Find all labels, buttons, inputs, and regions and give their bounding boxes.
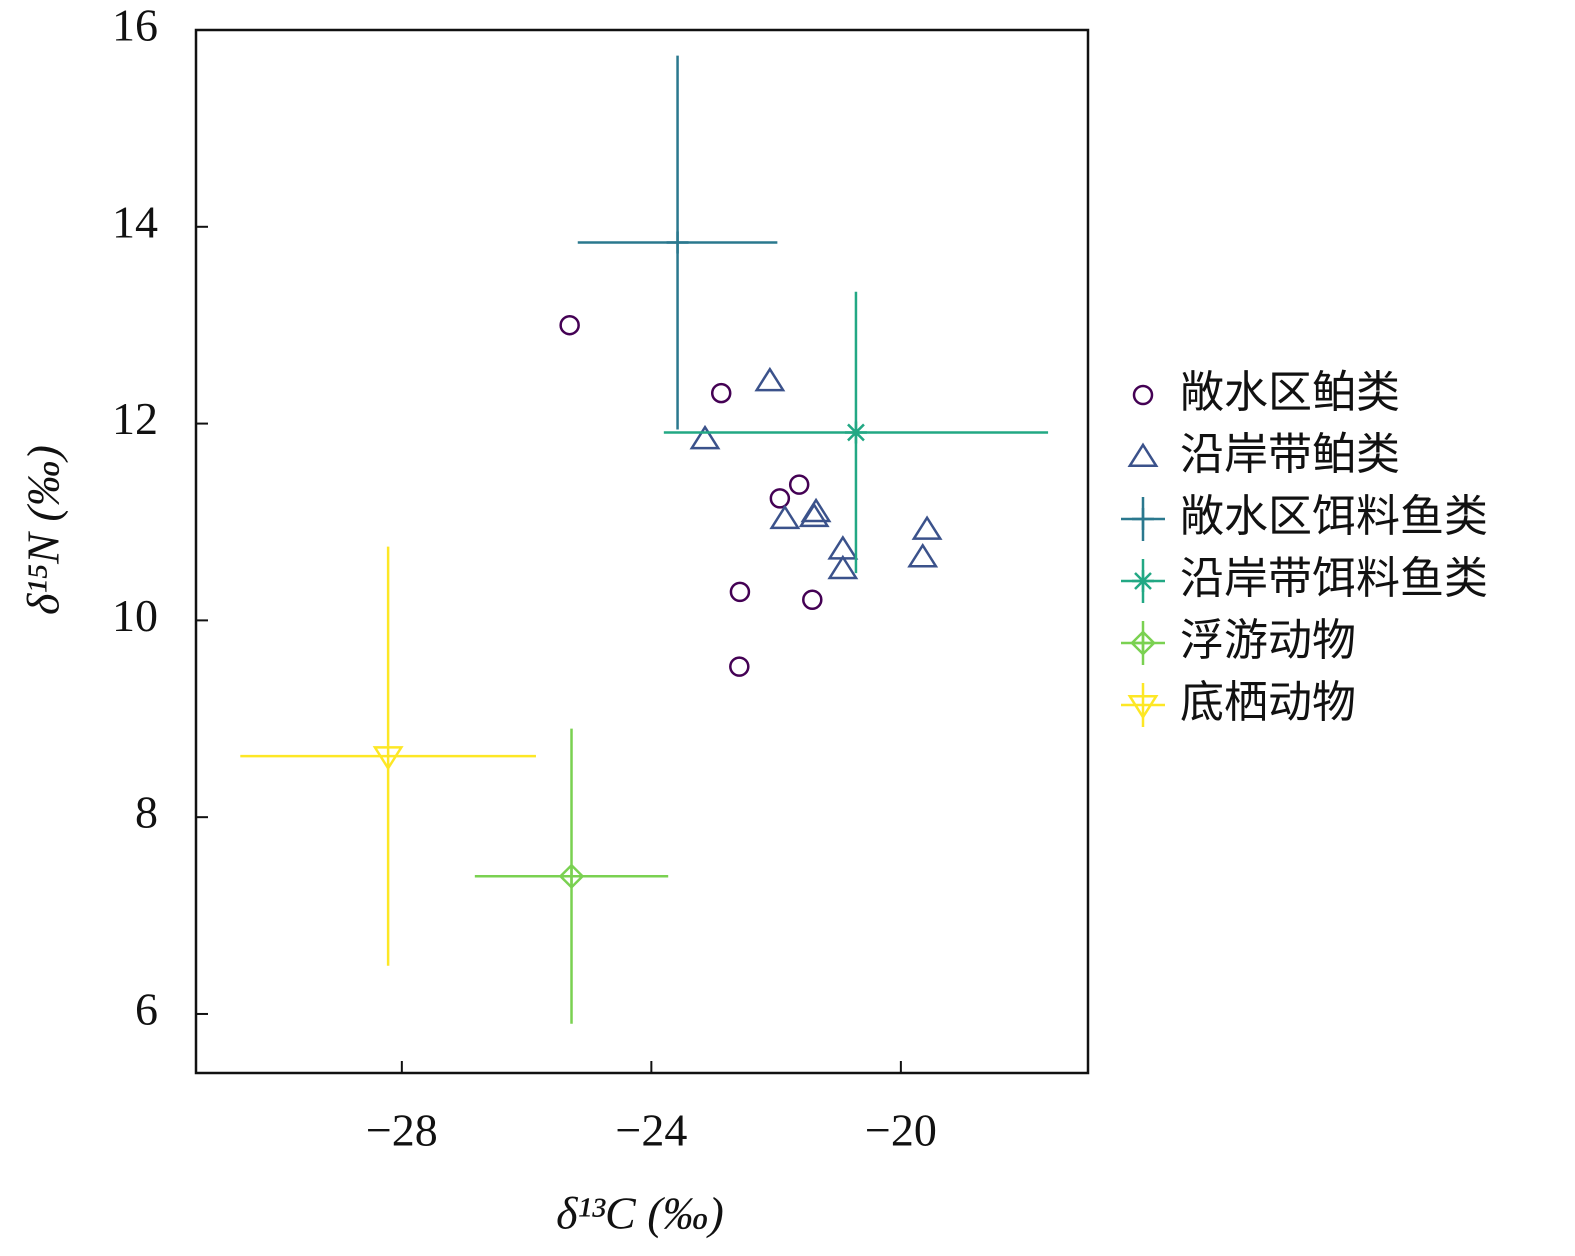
legend-label: 敞水区饵料鱼类 xyxy=(1180,491,1488,542)
x-tick-label: −20 xyxy=(865,1105,937,1156)
legend-label: 浮游动物 xyxy=(1180,615,1356,666)
y-axis-label: δ¹⁵N (‰) xyxy=(18,445,69,615)
legend-marker xyxy=(1127,694,1159,720)
marker xyxy=(769,488,791,509)
marker xyxy=(559,314,580,336)
y-tick-label: 16 xyxy=(112,0,158,51)
marker xyxy=(911,515,943,540)
legend-marker xyxy=(1132,570,1154,592)
marker xyxy=(802,589,823,610)
legend-label: 敞水区鲌类 xyxy=(1180,367,1400,418)
marker xyxy=(710,382,732,404)
legend-label: 底栖动物 xyxy=(1180,677,1356,728)
marker xyxy=(844,421,867,444)
y-tick-label: 14 xyxy=(112,196,158,247)
legend-label: 沿岸带饵料鱼类 xyxy=(1180,553,1488,604)
y-tick-label: 8 xyxy=(135,787,158,838)
legend-label: 沿岸带鲌类 xyxy=(1180,429,1400,480)
x-tick-label: −28 xyxy=(366,1105,438,1156)
y-tick-label: 12 xyxy=(112,393,158,444)
marker xyxy=(666,231,689,254)
legend-marker xyxy=(1132,384,1154,406)
y-tick-label: 10 xyxy=(112,590,158,641)
marker xyxy=(907,542,939,568)
x-axis-label: δ¹³C (‰) xyxy=(556,1188,724,1239)
marker xyxy=(769,504,801,530)
marker xyxy=(729,656,750,677)
marker xyxy=(689,424,721,450)
x-tick-label: −24 xyxy=(615,1105,687,1156)
marker xyxy=(558,863,585,889)
legend-marker xyxy=(1132,508,1154,530)
legend-marker xyxy=(1127,442,1159,468)
marker xyxy=(798,502,830,528)
marker xyxy=(372,746,404,771)
legend-marker xyxy=(1130,630,1156,656)
y-tick-label: 6 xyxy=(135,984,158,1035)
marker xyxy=(729,581,751,603)
plot-frame xyxy=(194,28,1090,1075)
marker xyxy=(827,554,859,580)
marker xyxy=(788,474,810,495)
marker xyxy=(754,366,786,392)
